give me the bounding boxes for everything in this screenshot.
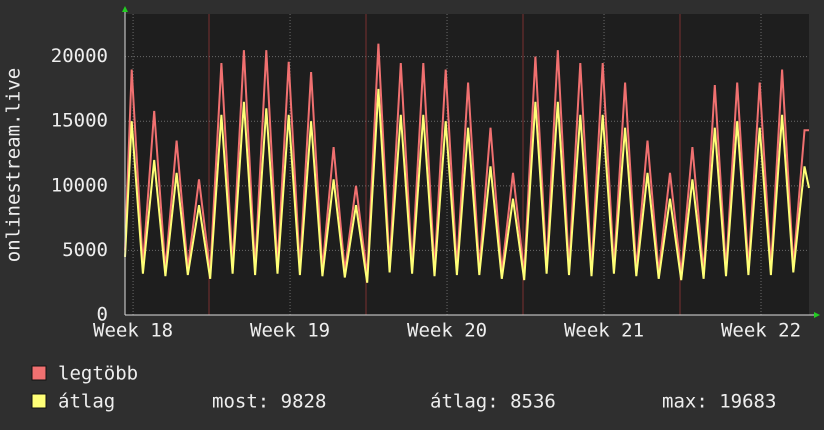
series-line bbox=[124, 43, 809, 277]
series-line bbox=[124, 88, 810, 283]
y-tick-label: 0 bbox=[97, 304, 108, 326]
legend-swatch bbox=[31, 365, 47, 381]
y-axis-label: onlinestream.live bbox=[3, 68, 25, 262]
x-tick-label: Week 18 bbox=[93, 320, 173, 342]
x-tick-label: Week 19 bbox=[250, 320, 330, 342]
y-tick-label: 20000 bbox=[51, 45, 108, 67]
y-tick-label: 5000 bbox=[62, 239, 108, 261]
stat-label: most: 9828 bbox=[212, 391, 326, 413]
stat-label: átlag: 8536 bbox=[430, 391, 556, 413]
y-tick-label: 15000 bbox=[51, 110, 108, 132]
legend-label: átlag bbox=[58, 391, 115, 413]
axis-arrow bbox=[814, 312, 820, 318]
stat-label: max: 19683 bbox=[662, 391, 776, 413]
x-tick-label: Week 20 bbox=[407, 320, 487, 342]
axis-arrow bbox=[122, 6, 128, 12]
y-tick-label: 10000 bbox=[51, 174, 108, 196]
x-tick-label: Week 22 bbox=[721, 320, 801, 342]
x-tick-label: Week 21 bbox=[564, 320, 644, 342]
legend-swatch bbox=[31, 393, 47, 409]
legend-label: legtöbb bbox=[58, 363, 138, 385]
